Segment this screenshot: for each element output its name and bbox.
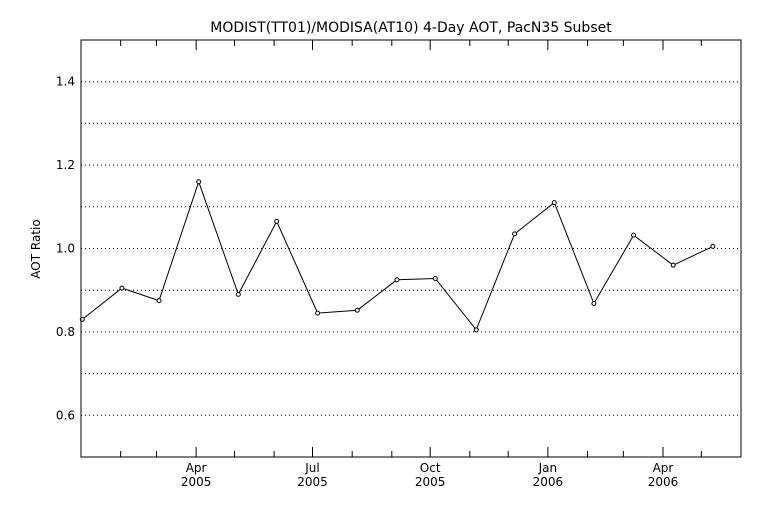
data-point — [631, 232, 637, 238]
y-tick-label: 1.4 — [56, 75, 75, 89]
data-point — [394, 277, 400, 283]
data-point — [119, 285, 125, 291]
data-point — [156, 298, 162, 304]
x-tick-label-month: Apr — [186, 461, 207, 475]
data-point — [235, 291, 241, 297]
data-point — [354, 307, 360, 313]
x-tick-label-month: Apr — [653, 461, 674, 475]
data-point — [670, 262, 676, 268]
gridlines — [81, 81, 741, 416]
data-point — [710, 243, 716, 249]
x-tick-label-month: Jul — [304, 461, 319, 475]
plot-series — [79, 179, 716, 333]
series-line — [81, 180, 714, 331]
x-tick-label-year: 2006 — [648, 475, 679, 489]
y-tick-label: 1.2 — [56, 158, 75, 172]
x-tick-label-month: Jan — [538, 461, 558, 475]
data-point — [512, 231, 518, 237]
y-tick-label: 0.8 — [56, 325, 75, 339]
data-point — [274, 218, 280, 224]
x-tick-label-year: 2005 — [297, 475, 328, 489]
x-tick-label-year: 2005 — [181, 475, 212, 489]
plot-frame — [80, 39, 742, 458]
data-point — [432, 276, 438, 282]
data-point — [196, 179, 202, 185]
data-point — [551, 200, 557, 206]
x-tick-label-month: Oct — [420, 461, 441, 475]
x-tick-label-year: 2006 — [533, 475, 564, 489]
data-point — [315, 310, 321, 316]
data-point — [473, 327, 479, 333]
y-tick-label: 1.0 — [56, 242, 75, 256]
y-tick-label: 0.6 — [56, 408, 75, 422]
x-tick-label-year: 2005 — [415, 475, 446, 489]
y-axis-ticks: 0.6 0.8 1.0 1.2 1.4 — [56, 75, 75, 423]
data-point — [591, 301, 597, 307]
chart-title: MODIST(TT01)/MODISA(AT10) 4-Day AOT, Pac… — [210, 20, 612, 36]
y-axis-label: AOT Ratio — [29, 219, 43, 278]
